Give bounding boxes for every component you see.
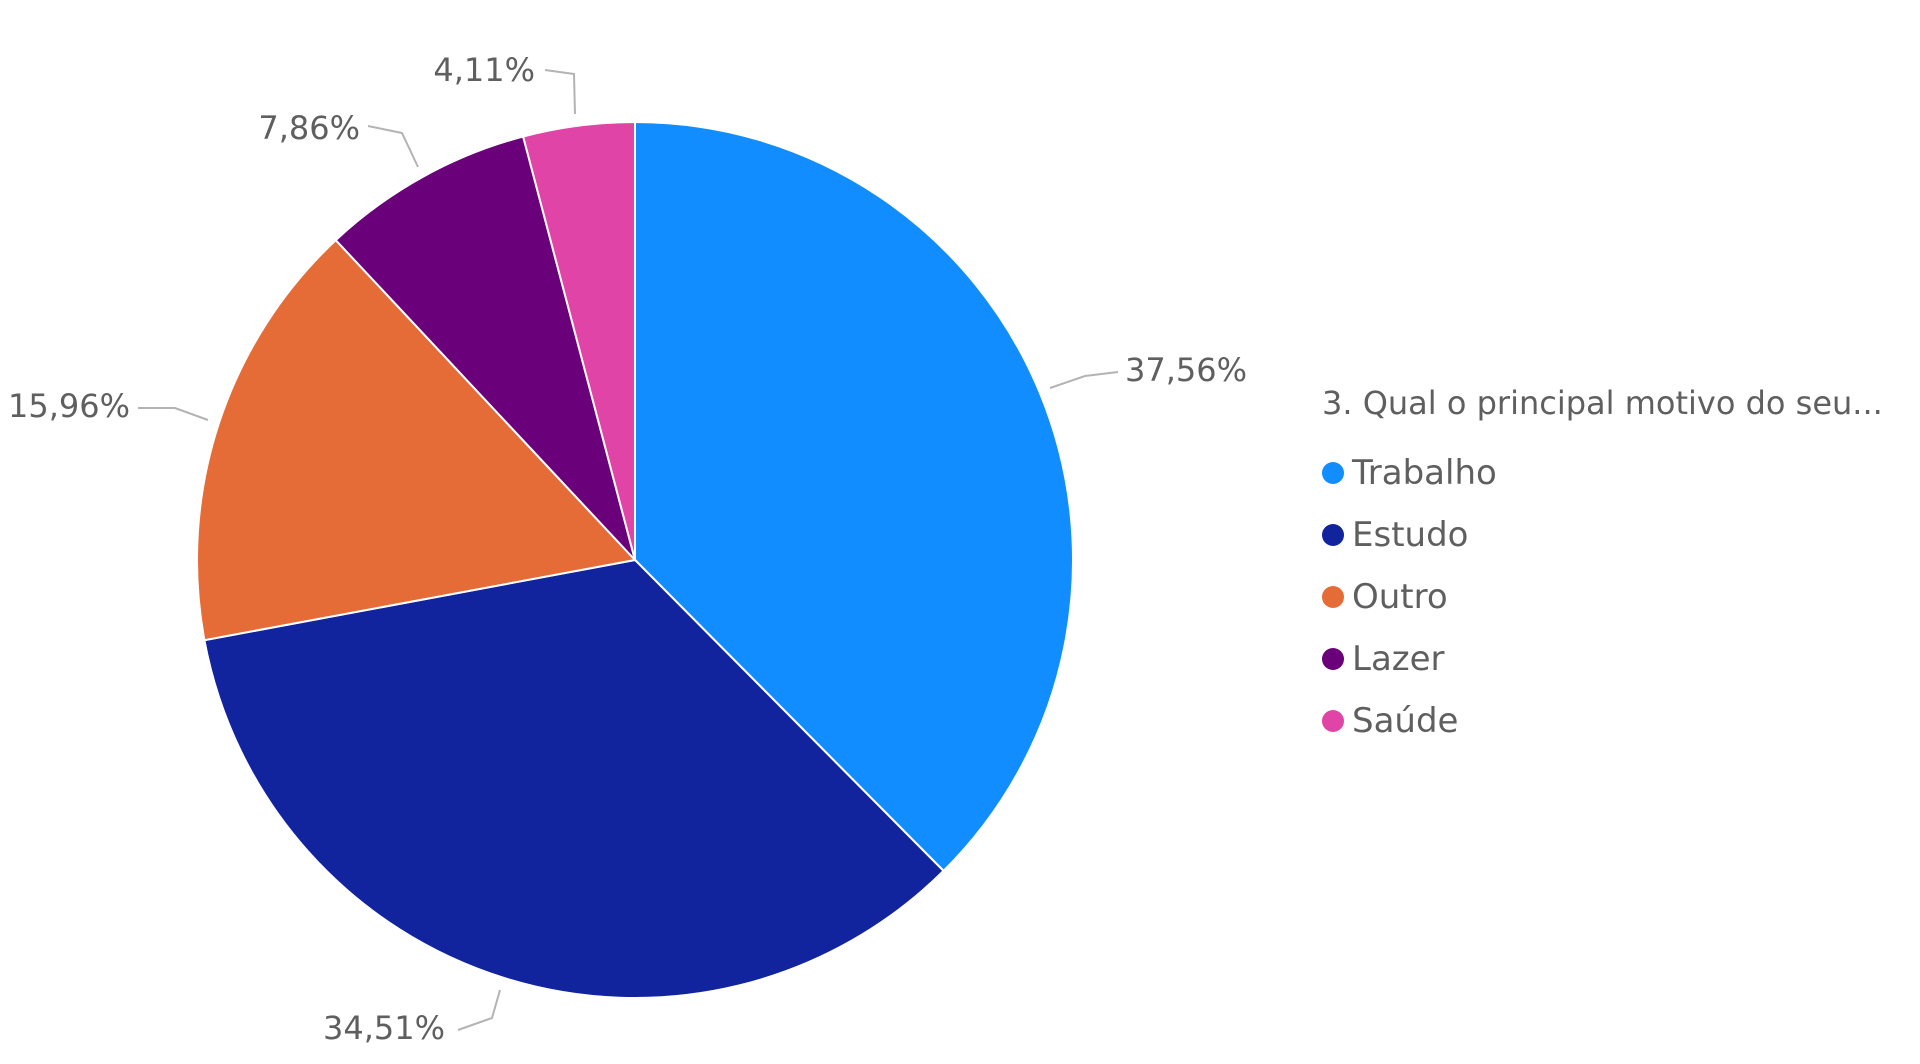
data-labels: 37,56% 34,51% 15,96% 7,86% 4,11% — [8, 51, 1247, 1047]
legend-item-lazer[interactable]: Lazer — [1322, 628, 1883, 690]
pie-slice-estudo[interactable] — [203, 558, 945, 999]
legend-label-lazer: Lazer — [1352, 639, 1445, 679]
leader-line-saude — [544, 69, 576, 115]
legend-item-trabalho[interactable]: Trabalho — [1322, 442, 1883, 504]
legend-label-trabalho: Trabalho — [1352, 453, 1497, 493]
pie-slices — [196, 120, 1074, 999]
legend-marker-estudo — [1322, 524, 1344, 546]
pie-slice-trabalho[interactable] — [634, 120, 1074, 873]
pie-slice-saude[interactable] — [521, 120, 636, 561]
legend-marker-saude — [1322, 710, 1344, 732]
legend-label-estudo: Estudo — [1352, 515, 1469, 555]
leader-lines — [138, 69, 1119, 1031]
legend-label-outro: Outro — [1352, 577, 1448, 617]
legend-label-saude: Saúde — [1352, 701, 1459, 741]
legend-item-outro[interactable]: Outro — [1322, 566, 1883, 628]
legend-item-estudo[interactable]: Estudo — [1322, 504, 1883, 566]
data-label-estudo: 34,51% — [323, 1009, 445, 1047]
leader-line-outro — [138, 407, 209, 421]
data-label-trabalho: 37,56% — [1125, 351, 1247, 389]
leader-line-lazer — [367, 125, 419, 168]
legend-marker-outro — [1322, 586, 1344, 608]
data-label-lazer: 7,86% — [258, 109, 360, 147]
legend-marker-lazer — [1322, 648, 1344, 670]
pie-slice-outro[interactable] — [196, 238, 637, 642]
data-label-outro: 15,96% — [8, 387, 130, 425]
leader-line-estudo — [457, 989, 501, 1031]
data-label-saude: 4,11% — [433, 51, 535, 89]
legend-item-saude[interactable]: Saúde — [1322, 690, 1883, 752]
legend-title: 3. Qual o principal motivo do seu... — [1322, 384, 1883, 422]
pie-slice-lazer[interactable] — [334, 135, 636, 561]
legend: 3. Qual o principal motivo do seu... Tra… — [1322, 384, 1883, 752]
legend-marker-trabalho — [1322, 462, 1344, 484]
leader-line-trabalho — [1049, 371, 1119, 389]
